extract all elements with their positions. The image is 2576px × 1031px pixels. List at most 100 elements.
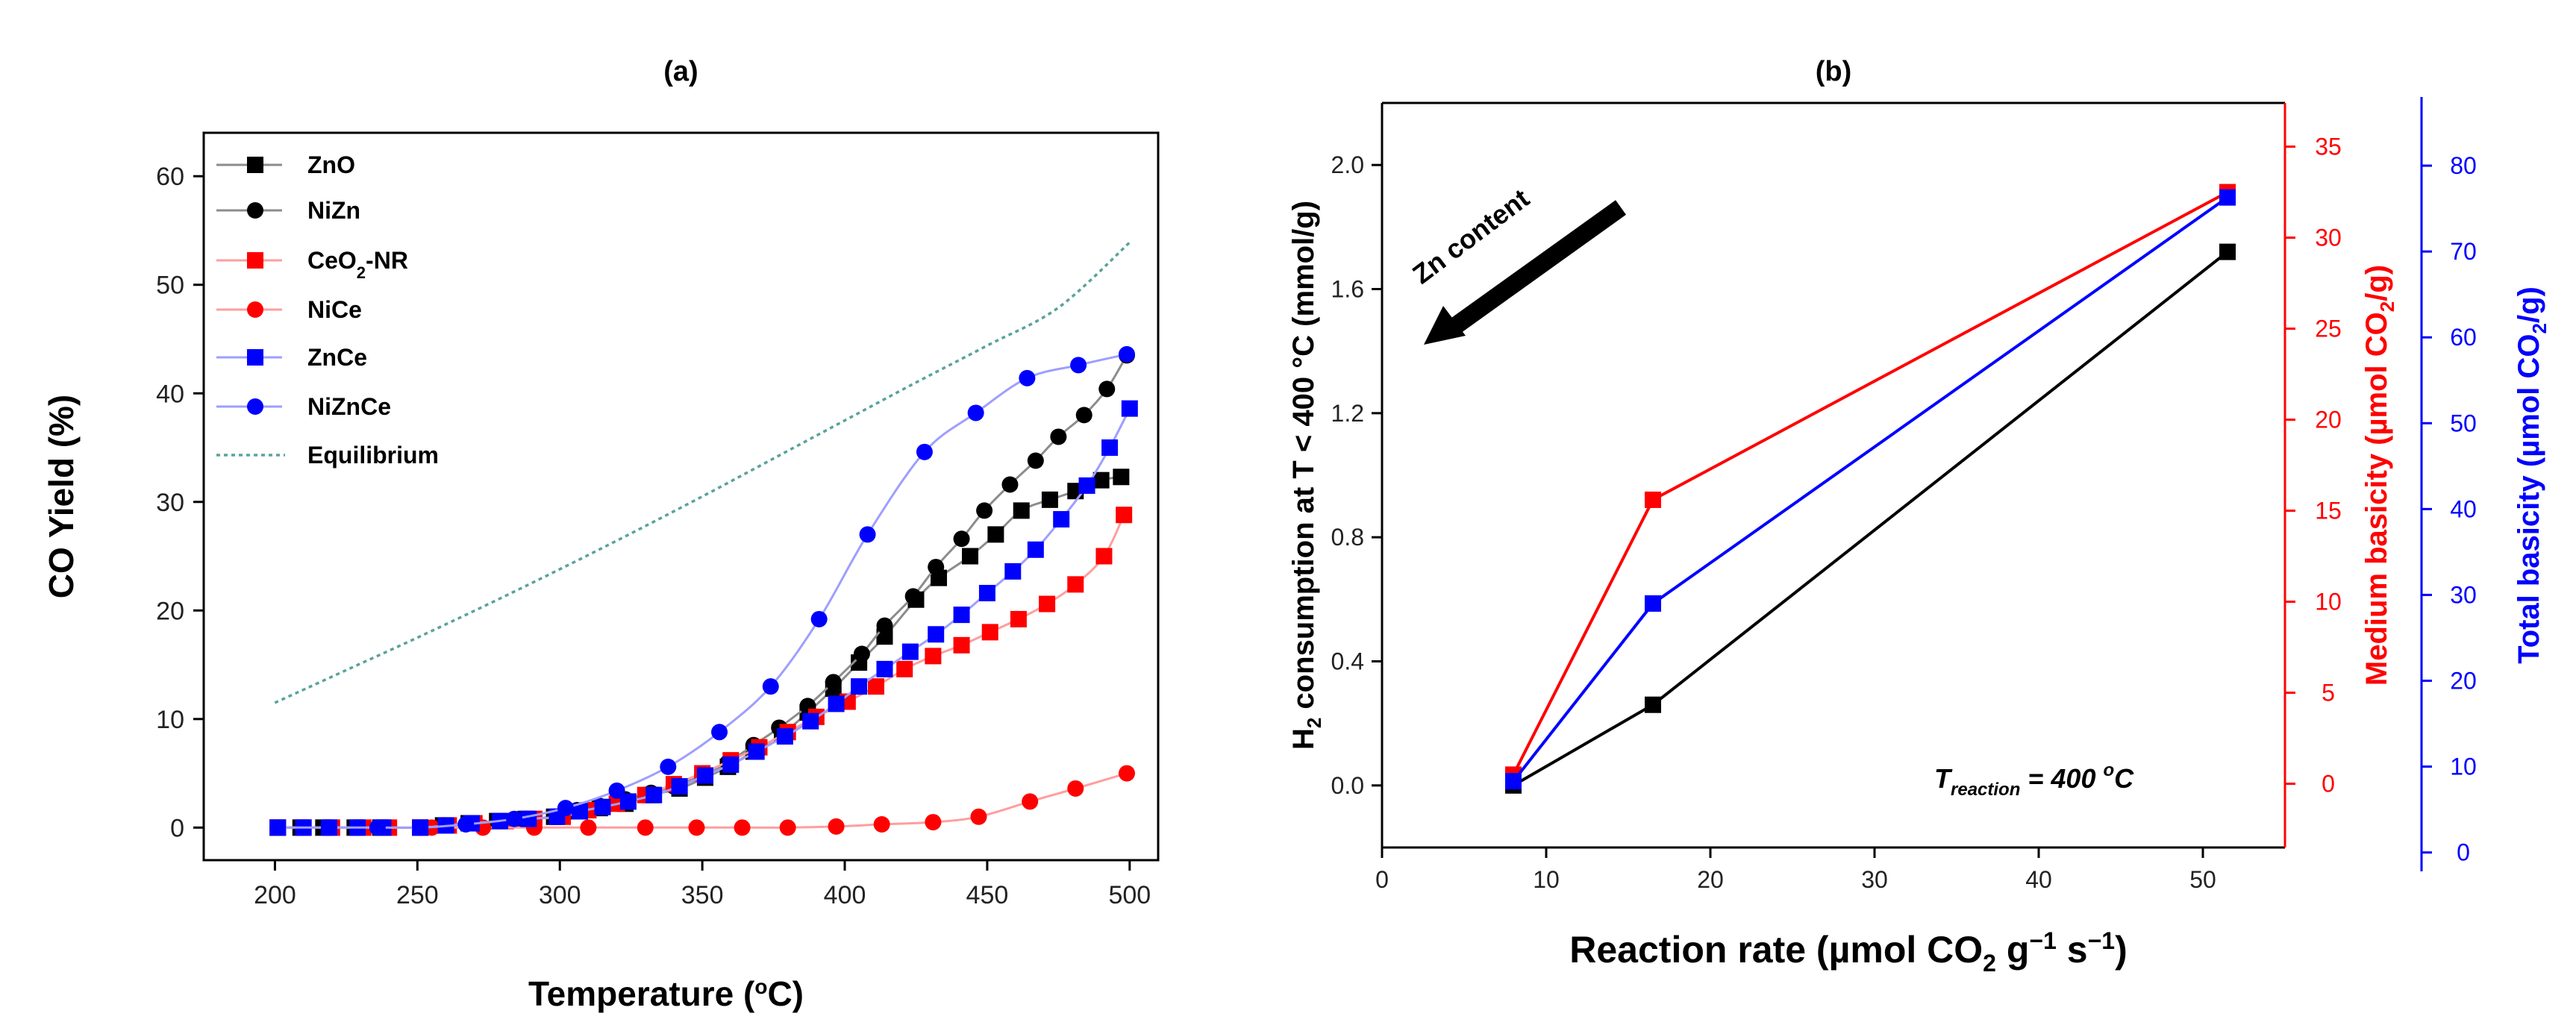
b-left-tick-label-3: 1.2: [1331, 400, 1364, 427]
b-right2-tick-label-30: 30: [2450, 581, 2477, 608]
b-right1-axis-title: Medium basicity (µmol CO2/g): [2360, 265, 2398, 686]
point-nizn-31: [1075, 407, 1092, 424]
point-nizn-23: [876, 617, 893, 634]
b-right2-tick-label-60: 60: [2450, 324, 2477, 351]
b-right2-tick-label-0: 0: [2457, 839, 2470, 866]
b-left-tick-label-4: 1.6: [1331, 276, 1364, 303]
point-nizn-32: [1098, 380, 1116, 398]
x-tick-label-250: 250: [396, 881, 439, 909]
b-right1-tick-label-5: 5: [2322, 680, 2335, 706]
point-nice-12: [873, 815, 890, 833]
point-nizn-21: [825, 674, 842, 691]
point-nice-7: [637, 819, 654, 836]
point-znce-14: [645, 786, 663, 803]
panel-b: (b) 0 10 20 30 40 50 0.0 0.4 0.8 1.2 1.6 2.0 0 5 10 15 20…: [1287, 56, 2551, 977]
legend-label-zno: ZnO: [307, 151, 355, 178]
point-nice-17: [1119, 765, 1136, 782]
panel-a: (a)200 250 300 350 400 450 5000102030405060Tem…: [42, 56, 1160, 1013]
y-tick-label-0: 0: [170, 814, 184, 842]
point-medium-basicity-1: [1645, 491, 1661, 508]
point-znce-26: [953, 607, 970, 624]
point-znce-12: [594, 798, 611, 815]
legend-marker-zno: [247, 157, 263, 173]
b-x-tick-label-30: 30: [1861, 866, 1888, 893]
point-znce-23: [876, 660, 893, 677]
point-nice-14: [970, 808, 987, 825]
plot-frame-a: [202, 131, 1160, 862]
b-left-tick-label-0: 0.0: [1331, 772, 1364, 799]
panel-b-label: (b): [1816, 56, 1852, 87]
point-niznce-0: [269, 819, 287, 836]
point-nizn-26: [953, 530, 970, 548]
point-znce-24: [901, 643, 919, 660]
point-nizn-29: [1027, 452, 1044, 469]
panel-a-label: (a): [663, 56, 698, 87]
x-tick-label-500: 500: [1108, 881, 1151, 909]
point-nice-16: [1067, 780, 1084, 797]
b-right1-tick-label-0: 0: [2322, 771, 2335, 797]
point-nice-15: [1022, 793, 1039, 810]
b-x-tick-label-20: 20: [1697, 866, 1724, 893]
b-right2-tick-label-70: 70: [2450, 238, 2477, 265]
point-zno-26: [962, 548, 979, 565]
arrow-head: [1424, 306, 1466, 345]
b-right2-axis-title: Total basicity (µmol CO2/g): [2513, 286, 2551, 664]
point-niznce-16: [1070, 357, 1087, 374]
b-left-axis-title: H2 consumption at T < 400 °C (mmol/g): [1287, 201, 1325, 750]
point-nizn-27: [976, 502, 993, 519]
y-tick-label-10: 10: [156, 706, 184, 734]
legend-marker-niznce: [247, 398, 263, 415]
y-tick-label-50: 50: [156, 272, 184, 300]
legend-marker-znce: [247, 349, 263, 366]
b-x-tick-label-0: 0: [1375, 866, 1389, 893]
b-left-tick-label-5: 2.0: [1331, 151, 1364, 178]
x-tick-label-350: 350: [681, 881, 724, 909]
point-niznce-11: [810, 610, 828, 627]
legend-marker-ceo2-nr: [247, 252, 263, 269]
x-tick-label-450: 450: [966, 881, 1009, 909]
point-znce-27: [978, 585, 995, 602]
point-znce-16: [696, 767, 713, 784]
b-right2-tick-label-40: 40: [2450, 495, 2477, 522]
b-x-tick-label-40: 40: [2025, 866, 2052, 893]
point-zno-27: [987, 526, 1004, 543]
point-znce-15: [671, 778, 688, 795]
point-ceo2-nr-30: [1116, 507, 1133, 524]
point-nice-6: [580, 819, 597, 836]
point-nice-11: [828, 818, 845, 835]
point-zno-32: [1113, 469, 1130, 486]
legend-marker-nice: [247, 301, 263, 318]
legend-label-nizn: NiZn: [307, 197, 360, 224]
point-ceo2-nr-27: [1039, 595, 1056, 612]
x-tick-label-300: 300: [539, 881, 581, 909]
point-total-basicity-1: [1645, 595, 1661, 612]
point-ceo2-nr-29: [1095, 548, 1113, 565]
legend-label-equilibrium: Equilibrium: [307, 442, 439, 469]
point-znce-18: [748, 743, 765, 760]
legend-marker-nizn: [247, 202, 263, 219]
x-tick-label-200: 200: [254, 881, 296, 909]
point-znce-29: [1027, 541, 1044, 558]
x-tick-label-400: 400: [824, 881, 866, 909]
b-x-tick-label-50: 50: [2189, 866, 2216, 893]
point-niznce-10: [762, 678, 779, 695]
b-x-tick-label-10: 10: [1533, 866, 1560, 893]
point-znce-9: [520, 810, 537, 827]
point-niznce-17: [1119, 345, 1136, 363]
point-total-basicity-2: [2219, 189, 2236, 206]
point-h2-consumption-1: [1645, 696, 1661, 713]
point-niznce-14: [967, 404, 984, 422]
y-axis-title: CO Yield (%): [42, 395, 81, 598]
point-znce-13: [619, 793, 637, 810]
point-nizn-28: [1001, 476, 1019, 493]
point-znce-28: [1004, 562, 1022, 580]
point-nizn-25: [928, 559, 945, 576]
legend-label-nice: NiCe: [307, 296, 362, 323]
point-nizn-24: [904, 588, 922, 605]
point-ceo2-nr-25: [981, 624, 998, 641]
b-left-tick-label-2: 0.8: [1331, 524, 1364, 551]
point-znce-11: [571, 803, 588, 820]
point-znce-33: [1121, 400, 1138, 417]
point-zno-31: [1092, 471, 1110, 489]
